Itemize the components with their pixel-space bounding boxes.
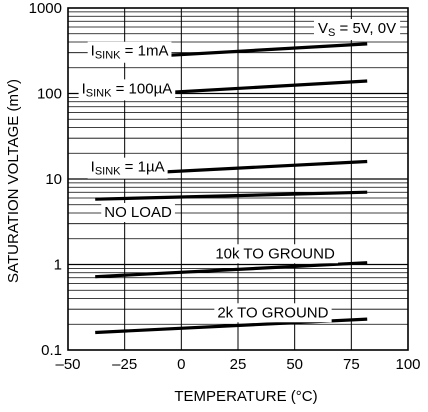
supply-note-main: V	[318, 20, 328, 37]
curve-label-5: 10k TO GROUND	[215, 245, 335, 262]
curve-label-4: NO LOAD	[104, 204, 172, 221]
curve-label-rest: = 1mA	[121, 43, 169, 60]
curve-label-sub: SINK	[86, 87, 112, 99]
x-tick-labels: –50 –25 0 25 50 75 100	[55, 356, 420, 373]
x-tick-label: 100	[395, 356, 420, 373]
supply-note-rest: = 5V, 0V	[335, 20, 396, 37]
y-tick-label: 0.1	[41, 342, 62, 359]
y-axis-title: SATURATION VOLTAGE (mV)	[5, 79, 22, 283]
curve-label-6: 2k TO GROUND	[217, 304, 328, 321]
curve-label-sub: SINK	[95, 166, 121, 178]
curve-label-sub: SINK	[95, 50, 121, 62]
curve-label-main: 2k TO GROUND	[217, 304, 328, 321]
curve-label-main: NO LOAD	[104, 204, 172, 221]
supply-note-sub: S	[328, 27, 335, 39]
x-tick-label: 0	[177, 356, 185, 373]
x-axis-title: TEMPERATURE (°C)	[174, 388, 317, 405]
x-tick-label: 50	[286, 356, 303, 373]
x-tick-label: –25	[112, 356, 137, 373]
y-tick-label: 1	[54, 257, 62, 274]
curve-label-rest: = 1µA	[121, 159, 165, 176]
y-tick-labels: 0.1 1 10 100 1000	[29, 0, 62, 359]
x-tick-label: 75	[343, 356, 360, 373]
y-tick-label: 100	[37, 86, 62, 103]
y-tick-label: 1000	[29, 0, 62, 17]
y-tick-label: 10	[45, 171, 62, 188]
x-tick-label: 25	[230, 356, 247, 373]
curve-label-rest: = 100µA	[111, 80, 172, 97]
curve-label-main: 10k TO GROUND	[215, 245, 335, 262]
